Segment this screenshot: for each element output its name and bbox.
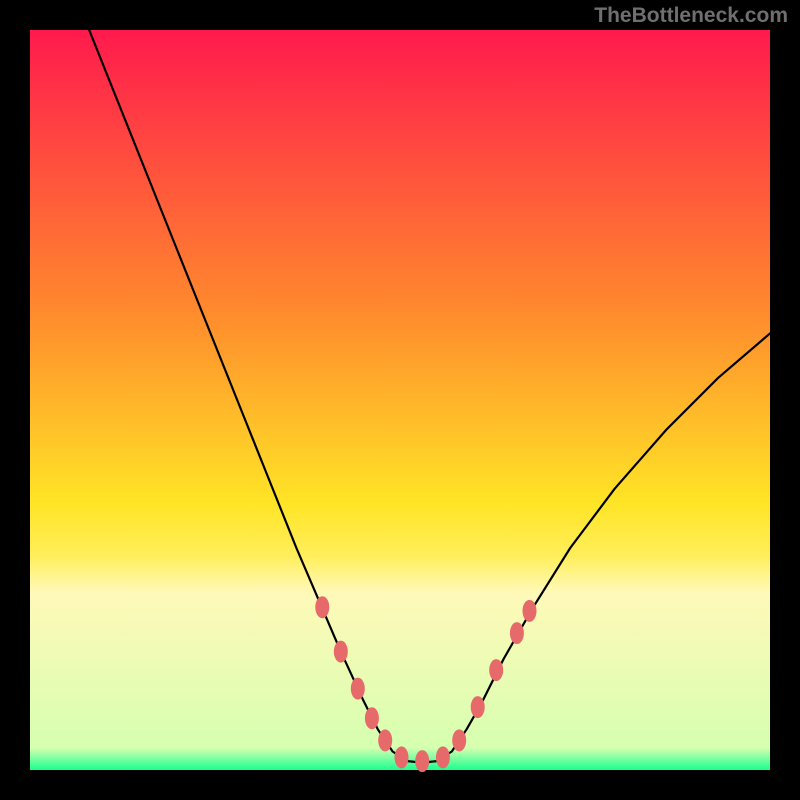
curve-marker [436, 746, 450, 768]
curve-marker [471, 696, 485, 718]
curve-marker [315, 596, 329, 618]
plot-area [30, 30, 770, 770]
bottleneck-curve [89, 30, 770, 763]
curve-marker [351, 678, 365, 700]
curve-marker [415, 750, 429, 772]
curve-marker [334, 641, 348, 663]
chart-frame: TheBottleneck.com [0, 0, 800, 800]
curve-marker [378, 729, 392, 751]
curve-marker [452, 729, 466, 751]
marker-group [315, 596, 536, 772]
curve-marker [510, 622, 524, 644]
curve-marker [489, 659, 503, 681]
curve-marker [523, 600, 537, 622]
curve-marker [395, 746, 409, 768]
curve-marker [365, 707, 379, 729]
watermark-text: TheBottleneck.com [594, 4, 788, 28]
chart-svg [30, 30, 770, 770]
